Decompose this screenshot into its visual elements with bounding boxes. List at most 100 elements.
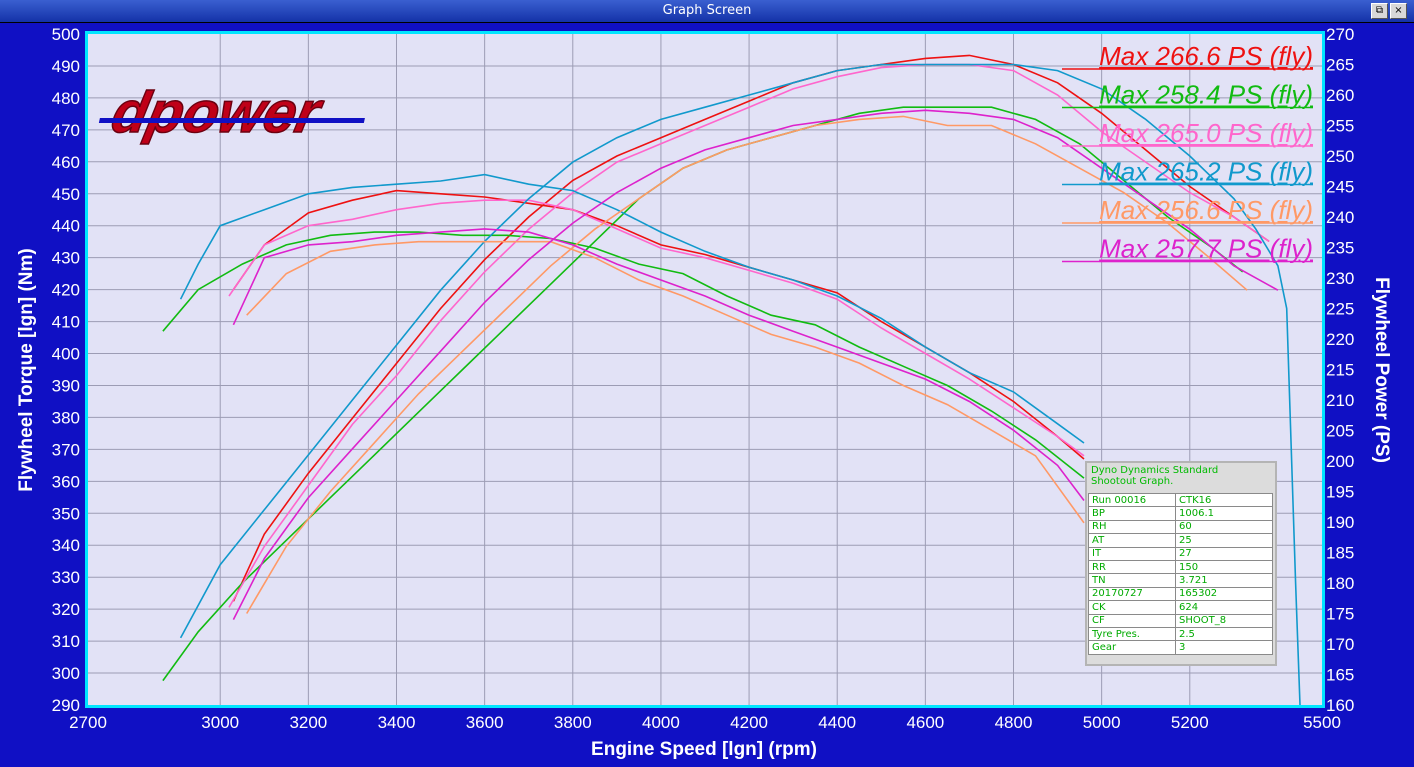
info-row: CK 624 bbox=[1088, 600, 1273, 615]
y-right-tick-label: 230 bbox=[1326, 269, 1354, 288]
info-row: RH 60 bbox=[1088, 519, 1273, 535]
x-tick-label: 3400 bbox=[378, 713, 416, 732]
y-right-tick-label: 200 bbox=[1326, 452, 1354, 471]
info-row: Run 00016 CTK16 bbox=[1088, 492, 1273, 508]
y-right-tick-label: 215 bbox=[1326, 361, 1354, 380]
x-tick-labels: 2700 3000 3200 3400 3600 3800 4000 4200 4400 4600… bbox=[69, 713, 1341, 732]
y-right-tick-label: 270 bbox=[1326, 25, 1354, 44]
y-right-tick-label: 235 bbox=[1326, 239, 1354, 258]
x-tick-label: 4600 bbox=[906, 713, 944, 732]
y-left-tick-label: 320 bbox=[52, 600, 80, 619]
y-left-tick-label: 370 bbox=[52, 440, 80, 459]
title-bar: Graph Screen ⧉ × bbox=[0, 0, 1414, 23]
info-value: SHOOT_8 bbox=[1175, 613, 1273, 628]
y-left-tick-label: 350 bbox=[52, 504, 80, 523]
y-right-tick-label: 170 bbox=[1326, 635, 1354, 654]
info-key: AT bbox=[1088, 533, 1176, 548]
y-right-tick-label: 225 bbox=[1326, 300, 1354, 319]
y-right-tick-label: 195 bbox=[1326, 483, 1354, 502]
y-right-tick-label: 180 bbox=[1326, 574, 1354, 593]
legend-entry-1: Max 266.6 PS (fly) bbox=[1099, 41, 1313, 71]
y-right-axis-label: Flywheel Power (PS) bbox=[1371, 277, 1392, 463]
restore-button[interactable]: ⧉ bbox=[1371, 3, 1388, 19]
y-right-tick-label: 210 bbox=[1326, 391, 1354, 410]
y-right-tick-label: 250 bbox=[1326, 147, 1354, 166]
logo-stripe bbox=[98, 118, 365, 123]
torque-line-6 bbox=[232, 228, 1085, 501]
x-tick-label: 3200 bbox=[289, 713, 327, 732]
y-left-tick-label: 460 bbox=[52, 153, 80, 172]
x-tick-label: 4400 bbox=[818, 713, 856, 732]
y-right-tick-label: 205 bbox=[1326, 422, 1354, 441]
info-row: TN 3.721 bbox=[1088, 573, 1273, 588]
info-title-line1: Dyno Dynamics Standard bbox=[1091, 465, 1219, 476]
y-right-tick-labels: 160 165 170 175 180 185 190 195 200 205 210 215 220 2… bbox=[1326, 25, 1354, 715]
x-tick-label: 3600 bbox=[466, 713, 504, 732]
info-value: 1006.1 bbox=[1175, 506, 1273, 521]
x-tick-label: 2700 bbox=[69, 713, 107, 732]
power-line-3 bbox=[228, 63, 1270, 608]
x-tick-label: 5000 bbox=[1083, 713, 1121, 732]
legend-entry-3: Max 265.0 PS (fly) bbox=[1099, 118, 1313, 148]
y-left-tick-label: 360 bbox=[52, 472, 80, 491]
info-key: Gear bbox=[1088, 640, 1176, 655]
info-value: 3 bbox=[1175, 640, 1273, 655]
logo-text: dpower bbox=[106, 81, 329, 145]
info-value: 165302 bbox=[1175, 586, 1273, 602]
y-left-tick-label: 330 bbox=[52, 568, 80, 587]
info-value: 25 bbox=[1175, 533, 1273, 548]
y-right-tick-label: 255 bbox=[1326, 117, 1354, 136]
info-key: BP bbox=[1088, 506, 1176, 521]
power-line-5 bbox=[246, 115, 1248, 614]
y-left-axis-label: Flywheel Torque [lgn] (Nm) bbox=[16, 248, 37, 491]
y-left-tick-label: 480 bbox=[52, 89, 80, 108]
info-row: CF SHOOT_8 bbox=[1088, 613, 1273, 628]
torque-line-5 bbox=[246, 240, 1085, 524]
y-left-tick-label: 450 bbox=[52, 185, 80, 204]
y-right-tick-label: 220 bbox=[1326, 330, 1354, 349]
torque-line-4 bbox=[179, 173, 1085, 444]
y-left-tick-label: 500 bbox=[52, 25, 80, 44]
x-tick-label: 3800 bbox=[554, 713, 592, 732]
info-row: 20170727 165302 bbox=[1088, 586, 1273, 602]
info-row: AT 25 bbox=[1088, 533, 1273, 548]
y-right-tick-label: 190 bbox=[1326, 513, 1354, 532]
power-line-4 bbox=[179, 63, 1301, 706]
legend-entry-2: Max 258.4 PS (fly) bbox=[1099, 80, 1313, 110]
info-key: 20170727 bbox=[1088, 586, 1176, 602]
info-key: RR bbox=[1088, 559, 1176, 575]
y-left-tick-label: 310 bbox=[52, 632, 80, 651]
info-key: Run 00016 bbox=[1088, 492, 1176, 508]
dpower-logo: dpower bbox=[98, 80, 365, 146]
info-value: 150 bbox=[1175, 559, 1273, 575]
info-key: TN bbox=[1088, 573, 1176, 588]
y-left-tick-label: 300 bbox=[52, 664, 80, 683]
x-tick-label: 5200 bbox=[1171, 713, 1209, 732]
y-left-tick-label: 380 bbox=[52, 408, 80, 427]
y-right-tick-label: 240 bbox=[1326, 208, 1354, 227]
info-key: CK bbox=[1088, 600, 1176, 615]
close-button[interactable]: × bbox=[1390, 3, 1407, 19]
y-left-tick-label: 470 bbox=[52, 121, 80, 140]
y-left-tick-label: 390 bbox=[52, 376, 80, 395]
legend-entry-5: Max 256.6 PS (fly) bbox=[1099, 195, 1313, 225]
info-row: Gear 3 bbox=[1088, 640, 1273, 655]
y-left-tick-label: 490 bbox=[52, 57, 80, 76]
y-left-tick-labels: 290 300 310 320 330 340 350 360 370 380 390 400 410 4… bbox=[52, 25, 80, 715]
info-row: BP 1006.1 bbox=[1088, 506, 1273, 521]
y-left-tick-label: 430 bbox=[52, 249, 80, 268]
info-key: RH bbox=[1088, 519, 1176, 535]
info-panel: Dyno Dynamics Standard Shootout Graph. R… bbox=[1085, 461, 1277, 666]
y-left-tick-label: 420 bbox=[52, 281, 80, 300]
x-tick-label: 3000 bbox=[201, 713, 239, 732]
legend-entry-4: Max 265.2 PS (fly) bbox=[1099, 157, 1313, 187]
legend-entry-6: Max 257.7 PS (fly) bbox=[1099, 234, 1313, 264]
info-key: Tyre Pres. bbox=[1088, 626, 1176, 642]
power-line-1 bbox=[232, 54, 1270, 602]
info-row: RR 150 bbox=[1088, 559, 1273, 575]
grid-lines bbox=[88, 34, 1322, 705]
y-right-tick-label: 160 bbox=[1326, 696, 1354, 715]
info-title-line2: Shootout Graph. bbox=[1091, 476, 1174, 487]
x-axis-label: Engine Speed [lgn] (rpm) bbox=[591, 739, 817, 760]
